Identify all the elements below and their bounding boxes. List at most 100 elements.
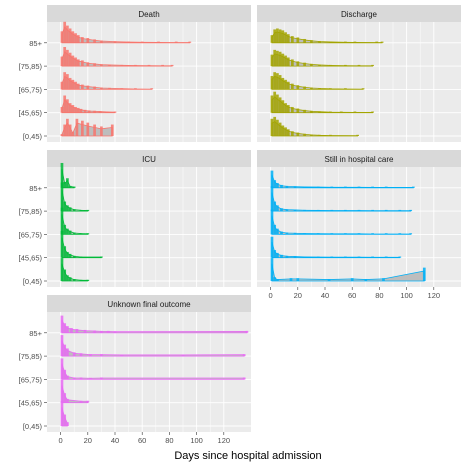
x-tick-label: 120 — [218, 436, 231, 445]
histogram-bar — [63, 393, 67, 403]
histogram-bar — [242, 377, 246, 380]
histogram-bar — [68, 28, 72, 43]
histogram-bar — [273, 250, 277, 258]
histogram-bar — [310, 110, 313, 113]
histogram-bar — [72, 209, 76, 212]
x-tick-label: 0 — [59, 436, 63, 445]
histogram-bar — [86, 85, 90, 90]
y-tick-label: [65,75) — [19, 85, 43, 94]
histogram-bar — [79, 108, 83, 113]
histogram-bar — [270, 35, 274, 43]
histogram-bar — [281, 53, 285, 67]
histogram-bar — [76, 83, 80, 90]
histogram-bar — [330, 209, 334, 212]
histogram-bar — [63, 224, 67, 235]
x-axis-title: Days since hospital admission — [174, 450, 321, 462]
histogram-bar — [68, 253, 72, 258]
histogram-bar — [66, 422, 69, 426]
histogram-bar — [79, 400, 83, 403]
histogram-bar — [357, 256, 361, 258]
histogram-bar — [72, 232, 76, 235]
facet-title: Discharge — [341, 10, 378, 19]
histogram-bar — [63, 46, 67, 67]
histogram-bar — [66, 74, 69, 90]
histogram-bar — [371, 209, 374, 212]
histogram-bar — [100, 126, 103, 136]
histogram-bar — [276, 228, 279, 235]
histogram-bar — [357, 209, 361, 212]
histogram-bar — [310, 40, 313, 43]
y-tick-label: 85+ — [29, 39, 42, 48]
histogram-bar — [276, 119, 279, 136]
histogram-bar — [60, 315, 64, 333]
histogram-bar — [303, 256, 306, 258]
facet-title: ICU — [142, 155, 156, 164]
histogram-bar — [273, 180, 277, 188]
histogram-bar — [375, 41, 379, 43]
histogram-bar — [357, 64, 361, 67]
x-tick-label: 40 — [321, 291, 329, 300]
histogram-bar — [60, 358, 64, 380]
histogram-bar — [280, 254, 283, 258]
histogram-bar — [105, 111, 109, 113]
histogram-bar — [276, 94, 279, 113]
histogram-bar — [71, 31, 75, 43]
histogram-bar — [286, 34, 290, 43]
histogram-bar — [361, 88, 365, 90]
histogram-bar — [270, 95, 274, 113]
facet-title: Unknown final outcome — [107, 300, 191, 309]
histogram-bar — [293, 232, 297, 235]
histogram-bar — [86, 209, 90, 212]
histogram-bar — [318, 64, 321, 67]
y-tick-label: [45,65) — [19, 254, 43, 263]
histogram-bar — [273, 201, 277, 212]
histogram-bar — [71, 105, 75, 113]
histogram-bar — [281, 30, 285, 43]
histogram-bar — [284, 103, 287, 113]
histogram-bar — [63, 124, 67, 136]
histogram-bar — [79, 353, 83, 357]
histogram-bar — [120, 64, 124, 67]
histogram-bar — [303, 62, 306, 67]
histogram-bar — [60, 162, 64, 188]
histogram-bar — [66, 348, 69, 357]
y-tick-label: [0,45) — [23, 132, 43, 141]
histogram-bar — [100, 64, 103, 67]
histogram-bar — [66, 398, 69, 403]
histogram-bar — [273, 72, 277, 90]
histogram-bar — [74, 33, 77, 43]
histogram-bar — [134, 88, 137, 90]
histogram-bar — [100, 330, 103, 333]
histogram-bar — [75, 118, 79, 136]
histogram-bar — [75, 328, 79, 333]
y-tick-label: [75,85) — [19, 352, 43, 361]
series--75-85- — [60, 335, 246, 357]
histogram-bar — [285, 255, 289, 258]
histogram-bar — [147, 64, 151, 67]
y-tick-label: [75,85) — [19, 207, 43, 216]
histogram-bar — [286, 81, 290, 90]
series--0-45- — [270, 116, 359, 137]
histogram-bar — [276, 73, 279, 90]
histogram-bar — [289, 278, 293, 281]
series--45-65- — [60, 379, 90, 404]
facet-icu: ICU [0,45) [45,65) [65,75) [75,85) 85+ — [19, 150, 251, 287]
facet-strip — [47, 5, 251, 22]
histogram-bar — [278, 97, 282, 113]
histogram-bar — [303, 133, 306, 136]
histogram-bar — [276, 50, 279, 67]
histogram-bar — [134, 64, 137, 67]
histogram-bar — [303, 186, 306, 188]
histogram-bar — [286, 57, 290, 67]
series--45-65- — [60, 230, 103, 259]
histogram-bar — [71, 79, 75, 90]
histogram-bar — [344, 233, 347, 235]
histogram-bar — [303, 109, 306, 113]
series--0-45- — [60, 401, 69, 427]
x-tick-label: 60 — [348, 291, 356, 300]
histogram-bar — [371, 233, 374, 235]
facet-strip — [257, 150, 461, 167]
histogram-bar — [273, 224, 277, 235]
histogram-bar — [293, 209, 297, 212]
histogram-bar — [296, 85, 300, 90]
